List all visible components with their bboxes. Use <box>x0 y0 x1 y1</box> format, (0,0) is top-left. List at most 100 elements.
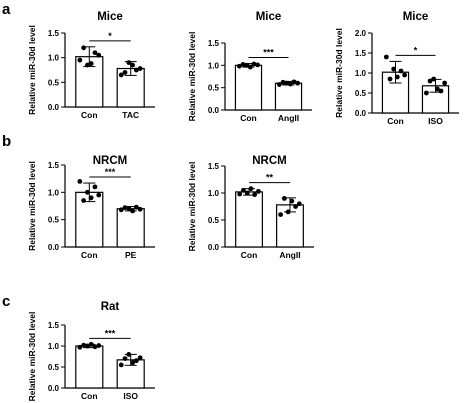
data-point <box>281 196 287 201</box>
category-label: ISO <box>428 116 443 126</box>
data-point <box>137 355 143 361</box>
data-point <box>85 343 90 349</box>
y-tick-label: 1.5 <box>48 161 60 170</box>
data-point <box>96 343 102 348</box>
data-point <box>252 192 258 198</box>
data-point <box>130 62 135 68</box>
data-point <box>296 201 302 207</box>
y-axis-label: Relative miR-30d level <box>187 162 197 252</box>
y-tick-label: 0.0 <box>355 109 367 118</box>
y-tick-label: 1.0 <box>48 54 60 63</box>
y-tick-label: 1.0 <box>208 61 220 70</box>
data-point <box>92 184 98 190</box>
data-point <box>387 76 393 82</box>
y-axis-label: Relative miR-30d level <box>27 161 37 251</box>
category-label: Con <box>81 110 98 120</box>
y-tick-label: 2.0 <box>355 29 367 38</box>
significance-marker: * <box>414 45 418 55</box>
chart-title: Mice <box>403 11 429 23</box>
data-point <box>241 187 246 193</box>
data-point <box>423 90 429 96</box>
data-point <box>118 72 124 78</box>
data-point <box>122 205 128 211</box>
data-point <box>240 62 246 67</box>
significance-marker: * <box>108 31 112 41</box>
data-point <box>126 60 132 65</box>
data-point <box>85 189 90 195</box>
data-point <box>137 66 143 71</box>
y-tick-label: 1.0 <box>355 69 367 78</box>
data-point <box>77 57 83 63</box>
data-point <box>81 342 87 348</box>
y-axis-label: Relative miR-30d level <box>334 28 344 118</box>
y-tick-label: 0.5 <box>208 216 220 225</box>
panel-label-a: a <box>2 1 11 18</box>
data-point <box>122 70 128 75</box>
category-label: AngII <box>279 250 300 260</box>
data-point <box>398 68 404 74</box>
panel-label-b: b <box>2 133 11 150</box>
y-tick-label: 0.0 <box>48 384 60 393</box>
y-tick-label: 0.0 <box>208 243 220 252</box>
category-label: ISO <box>123 391 138 401</box>
bar <box>274 82 303 111</box>
data-point <box>133 204 139 210</box>
data-point <box>244 62 250 68</box>
data-point <box>247 64 253 70</box>
y-tick-label: 0.0 <box>208 106 220 115</box>
y-tick-label: 0.0 <box>48 103 60 112</box>
data-point <box>278 212 284 218</box>
category-label: Con <box>387 116 404 126</box>
y-axis-label: Relative miR-30d level <box>27 25 37 115</box>
y-tick-label: 1.0 <box>48 342 60 351</box>
y-axis-label: Relative miR-30d level <box>27 312 37 402</box>
chart-title: NRCM <box>93 155 128 167</box>
category-label: PE <box>125 250 137 260</box>
data-point <box>295 80 301 86</box>
data-point <box>88 195 94 201</box>
y-tick-label: 0.0 <box>48 243 60 252</box>
data-point <box>236 63 242 69</box>
bar <box>116 208 145 248</box>
data-point <box>431 76 437 82</box>
significance-marker: *** <box>105 328 116 338</box>
y-tick-label: 1.0 <box>208 189 220 198</box>
data-point <box>130 208 135 214</box>
category-label: Con <box>241 250 258 260</box>
data-point <box>81 45 87 51</box>
data-point <box>85 62 90 68</box>
data-point <box>81 198 87 203</box>
y-tick-label: 1.5 <box>355 49 367 58</box>
data-point <box>402 72 408 78</box>
data-point <box>255 62 261 68</box>
bar <box>234 64 263 111</box>
category-label: AngII <box>278 113 299 123</box>
y-tick-label: 1.5 <box>48 321 60 330</box>
data-point <box>92 50 98 56</box>
chart-title: Rat <box>101 301 120 313</box>
data-point <box>92 344 98 350</box>
data-point <box>438 88 444 94</box>
bar <box>235 191 263 248</box>
data-point <box>383 54 389 60</box>
data-point <box>293 204 298 209</box>
data-point <box>255 188 261 194</box>
y-tick-label: 0.5 <box>48 363 60 372</box>
chart-title: Mice <box>97 11 123 23</box>
data-point <box>96 192 102 198</box>
category-label: Con <box>81 250 98 260</box>
data-point <box>289 198 295 204</box>
data-point <box>237 191 243 197</box>
significance-marker: ** <box>266 173 274 183</box>
data-point <box>126 352 132 357</box>
data-point <box>130 360 135 366</box>
chart-title: Mice <box>256 11 282 23</box>
significance-marker: *** <box>105 167 116 177</box>
y-tick-label: 0.5 <box>48 216 60 225</box>
data-point <box>291 79 297 85</box>
y-tick-label: 1.5 <box>48 29 60 38</box>
data-point <box>96 52 102 58</box>
data-point <box>244 190 250 196</box>
y-tick-label: 0.5 <box>355 89 367 98</box>
